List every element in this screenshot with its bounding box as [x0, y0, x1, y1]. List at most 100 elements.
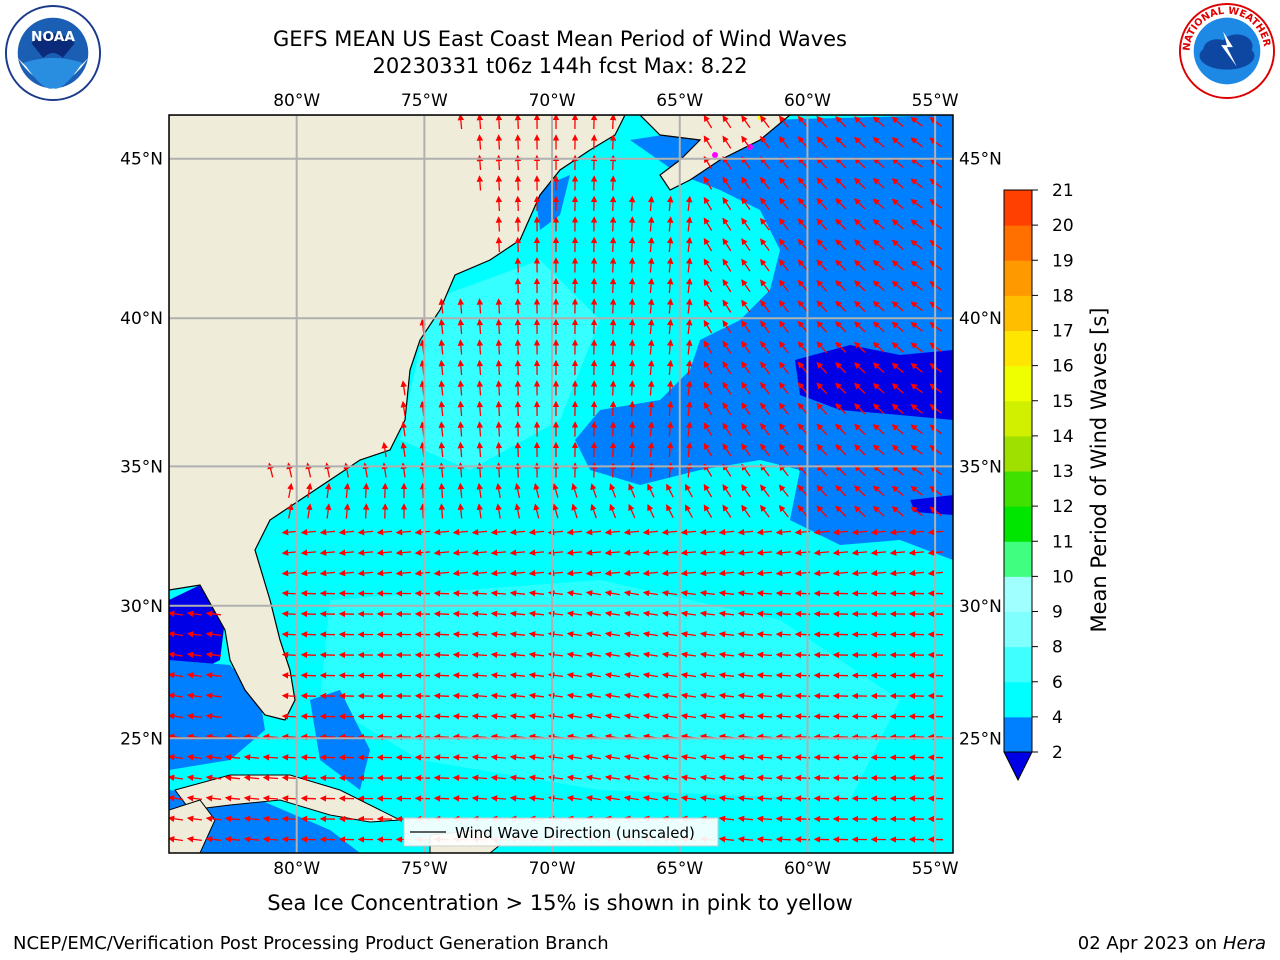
wind-arrow [797, 382, 808, 395]
wind-arrow [471, 590, 488, 597]
wind-arrow [452, 631, 469, 638]
wind-arrow [910, 383, 923, 394]
wind-arrow [756, 610, 773, 618]
wind-arrow [628, 216, 636, 232]
lon-tick-label-bottom: 65°W [656, 859, 703, 879]
wind-arrow [718, 651, 735, 659]
wind-arrow [813, 569, 830, 577]
wind-arrow [854, 157, 866, 169]
wind-arrow [514, 359, 522, 376]
wind-arrow [514, 236, 522, 253]
wind-arrow [585, 774, 602, 781]
wind-arrow [471, 610, 488, 618]
wind-arrow [186, 692, 202, 699]
colorbar-tick-label: 10 [1052, 567, 1074, 587]
wind-arrow [457, 359, 465, 376]
wind-arrow [566, 549, 583, 556]
wind-arrow [703, 381, 713, 395]
wind-arrow [281, 713, 298, 720]
lat-tick-label-left: 45°N [120, 150, 163, 170]
wind-arrow [628, 277, 636, 294]
lon-tick-label-bottom: 60°W [784, 859, 831, 879]
wind-arrow [281, 631, 298, 638]
wind-arrow [737, 836, 754, 843]
wind-arrow [438, 339, 446, 355]
wind-arrow [628, 298, 636, 314]
wind-arrow [400, 441, 407, 457]
wind-arrow [205, 713, 222, 720]
wind-arrow [509, 631, 526, 638]
wind-arrow [680, 610, 696, 617]
wind-arrow [281, 549, 298, 556]
wind-arrow [756, 713, 773, 720]
wind-arrow [778, 443, 789, 456]
wind-arrow [438, 318, 446, 335]
wind-arrow [471, 692, 488, 700]
wind-arrow [872, 341, 885, 353]
wind-arrow [685, 318, 693, 335]
wind-arrow [891, 342, 904, 353]
arrow-legend: Wind Wave Direction (unscaled) [403, 817, 719, 847]
wind-arrow [585, 549, 602, 556]
wind-arrow [891, 403, 904, 414]
wind-arrow [623, 651, 640, 658]
wind-arrow [642, 631, 659, 638]
wind-arrow [490, 672, 507, 679]
wind-arrow [338, 569, 355, 577]
wind-arrow [457, 441, 465, 458]
wind-arrow [741, 422, 751, 436]
wind-arrow [433, 692, 450, 700]
wind-arrow [224, 815, 241, 823]
wind-arrow [528, 569, 545, 577]
wind-arrow [891, 321, 904, 332]
wind-arrow [910, 342, 923, 353]
wind-arrow [685, 216, 693, 232]
wind-arrow [703, 319, 713, 334]
wind-arrow [414, 528, 431, 536]
wind-arrow [514, 503, 521, 519]
wind-arrow [778, 135, 789, 149]
wind-arrow [703, 278, 713, 293]
wind-arrow [661, 774, 677, 781]
wind-arrow [509, 651, 526, 659]
wind-arrow [661, 692, 677, 699]
wind-arrow [872, 116, 885, 128]
wind-arrow [854, 116, 866, 128]
wind-arrow [433, 754, 450, 761]
wind-arrow [666, 277, 674, 294]
lat-tick-label-right: 45°N [959, 150, 1002, 170]
wind-arrow [872, 382, 885, 394]
wind-arrow [169, 631, 183, 638]
wind-arrow [509, 569, 526, 577]
wind-arrow [797, 197, 808, 210]
wind-arrow [585, 528, 602, 536]
wind-arrow [816, 177, 828, 190]
wind-arrow [243, 774, 260, 782]
wind-arrow [495, 359, 503, 376]
wind-arrow [741, 484, 751, 498]
lat-tick-label-left: 30°N [120, 597, 163, 617]
wind-arrow [300, 713, 317, 720]
wind-arrow [338, 528, 355, 536]
wind-arrow [718, 549, 735, 556]
wind-arrow [775, 569, 792, 577]
wind-arrow [647, 441, 655, 458]
wind-arrow [835, 505, 847, 517]
wind-arrow [891, 506, 904, 517]
wind-arrow [642, 651, 659, 658]
wind-arrow [835, 362, 847, 374]
wind-arrow [685, 195, 693, 212]
wind-arrow [528, 610, 545, 618]
wind-arrow [623, 672, 640, 679]
wind-arrow [699, 651, 715, 658]
wind-arrow [300, 774, 317, 782]
wind-arrow [566, 610, 582, 617]
wind-arrow [262, 815, 279, 823]
wind-arrow [680, 754, 696, 761]
wind-arrow [452, 713, 469, 720]
wind-arrow [835, 280, 847, 292]
wind-arrow [281, 836, 298, 843]
wind-arrow [703, 176, 713, 190]
wind-arrow [737, 631, 754, 638]
colorbar-label: Mean Period of Wind Waves [s] [1087, 308, 1111, 633]
